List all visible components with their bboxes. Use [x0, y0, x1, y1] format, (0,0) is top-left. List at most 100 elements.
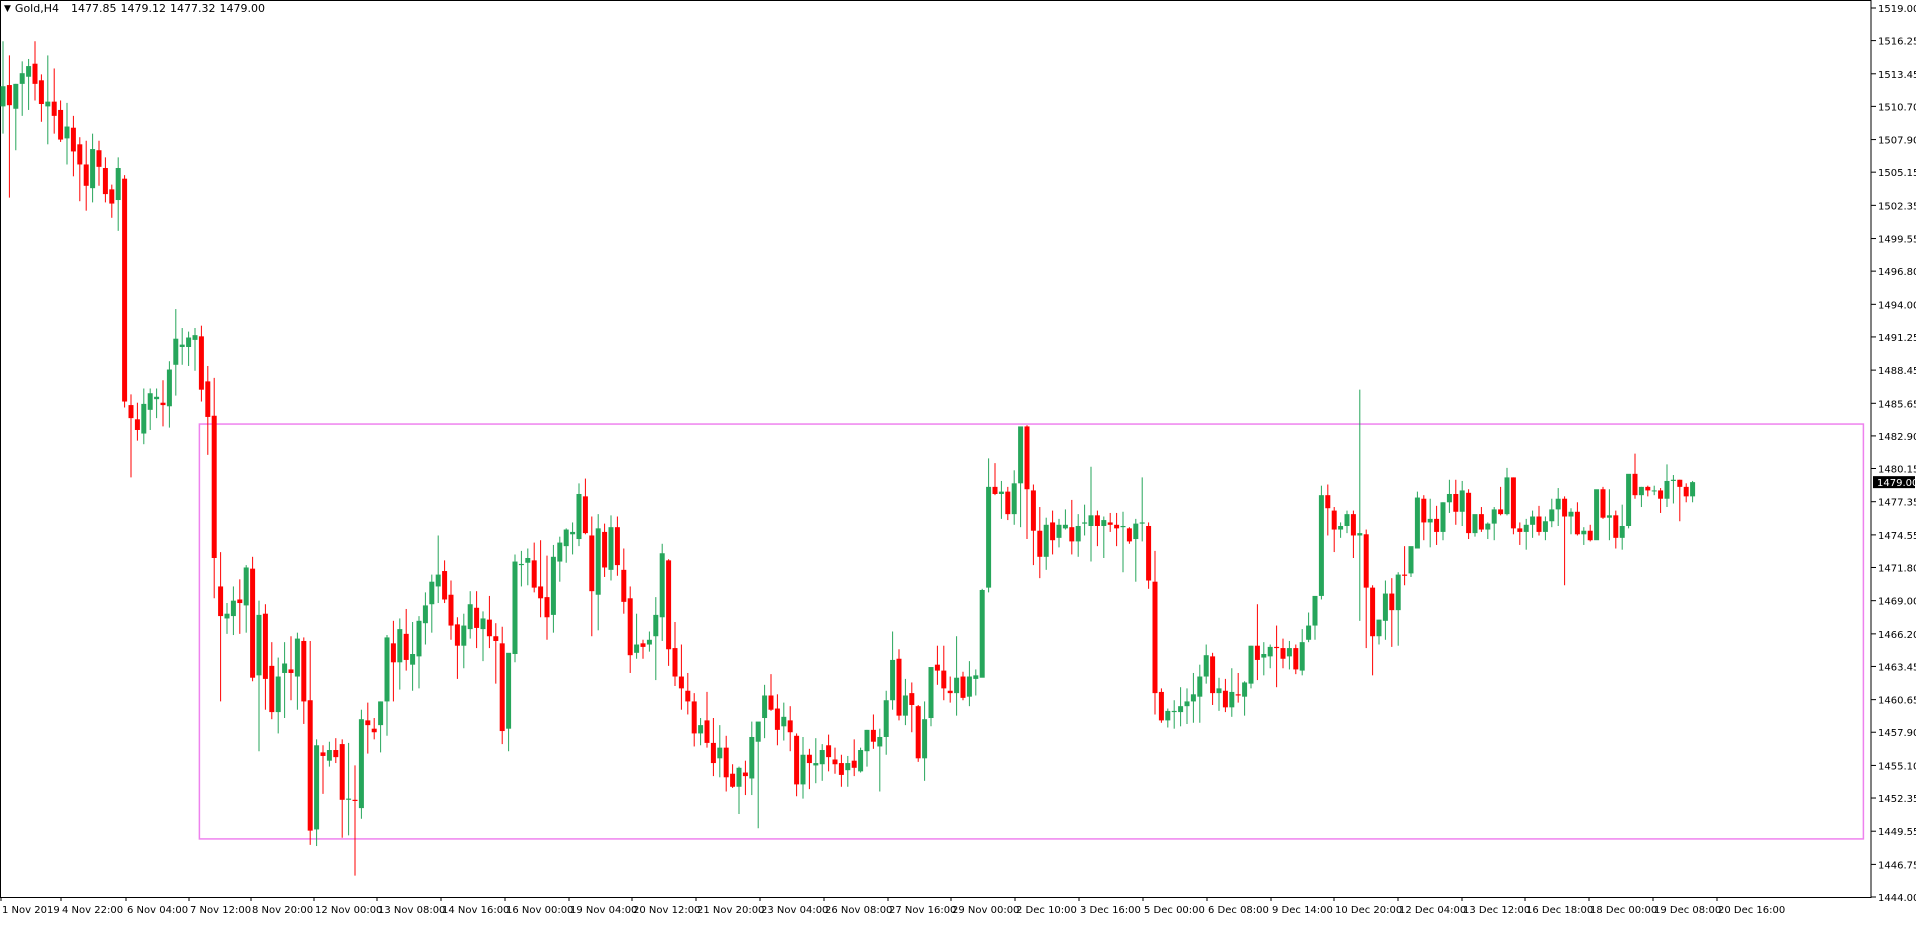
y-tick-label: 1505.15 [1878, 168, 1916, 179]
x-tick-label: 23 Nov 04:00 [761, 905, 828, 916]
candle-body [358, 719, 364, 809]
candle-body [1587, 530, 1593, 541]
candle-body [691, 701, 697, 734]
candle-body [550, 556, 556, 615]
candle-body [563, 529, 569, 547]
candle-body [1645, 486, 1651, 491]
chart-menu-triangle-icon[interactable]: ▼ [4, 3, 11, 14]
candle-body [1306, 625, 1312, 640]
candle-body [762, 695, 768, 719]
candle-body [128, 405, 134, 419]
low-value: 1477.32 [169, 2, 216, 15]
candle-body [966, 676, 972, 697]
candle-body [742, 772, 748, 777]
candle-body [595, 528, 601, 595]
candle-body [1069, 527, 1075, 542]
x-tick-label: 26 Nov 08:00 [825, 905, 892, 916]
candle-body [326, 750, 332, 761]
candle-body [1158, 691, 1164, 721]
candle-body [512, 561, 518, 655]
candle-body [947, 690, 953, 694]
candle-body [1331, 510, 1337, 530]
candle-body [646, 639, 652, 645]
candle-body [1062, 524, 1068, 529]
candle-body [781, 716, 787, 727]
candle-body [614, 527, 620, 566]
candle-body [1242, 682, 1248, 697]
candle-body [38, 80, 44, 105]
candle-body [518, 563, 524, 566]
candle-body [1050, 522, 1056, 541]
candle-body [1203, 655, 1209, 677]
candle-body [1382, 593, 1388, 621]
x-tick-label: 19 Dec 08:00 [1654, 905, 1721, 916]
high-value: 1479.12 [120, 2, 166, 15]
y-tick-label: 1469.00 [1878, 597, 1916, 608]
candle-body [896, 658, 902, 716]
candle-body [1146, 525, 1152, 581]
candle-body [640, 643, 646, 647]
candle-body [365, 720, 371, 726]
candle-body [403, 633, 409, 660]
y-tick-label: 1449.55 [1878, 827, 1916, 838]
candle-body [275, 676, 281, 713]
candle-body [160, 402, 166, 406]
candle-body [890, 659, 896, 701]
candle-body [877, 736, 883, 747]
candle-body [723, 747, 729, 778]
candle-body [294, 638, 300, 677]
candle-body [627, 598, 633, 656]
candle-body [307, 700, 313, 831]
y-tick-label: 1502.35 [1878, 201, 1916, 212]
candle-body [301, 640, 307, 702]
candle-body [218, 586, 224, 617]
candle-body [531, 560, 537, 588]
candle-body [333, 750, 339, 758]
candle-body [653, 614, 659, 637]
candle-body [538, 586, 544, 599]
candle-body [1510, 477, 1516, 529]
x-tick-label: 13 Dec 12:00 [1463, 905, 1530, 916]
candle-body [685, 690, 691, 702]
candle-body [883, 700, 889, 737]
y-tick-label: 1466.20 [1878, 630, 1916, 641]
candle-body [576, 493, 582, 540]
candle-body [819, 750, 825, 765]
open-value: 1477.85 [70, 2, 117, 15]
y-tick-label: 1516.25 [1878, 37, 1916, 48]
candle-body [704, 720, 710, 743]
candle-body [1101, 520, 1107, 526]
candle-body [1363, 534, 1369, 588]
candle-body [442, 571, 448, 600]
x-tick-label: 20 Dec 16:00 [1718, 905, 1785, 916]
candle-body [339, 744, 345, 800]
candle-body [390, 643, 396, 663]
candle-body [659, 553, 665, 618]
candle-body [64, 126, 70, 139]
candle-body [1434, 518, 1440, 532]
candle-body [1107, 522, 1113, 525]
candle-body [998, 491, 1004, 494]
candle-body [454, 624, 460, 646]
symbol-label: Gold,H4 [14, 2, 59, 15]
candle-body [493, 636, 499, 641]
x-tick-label: 6 Dec 08:00 [1208, 905, 1269, 916]
x-tick-label: 13 Nov 08:00 [378, 905, 445, 916]
candle-body [1235, 694, 1241, 696]
y-tick-label: 1463.45 [1878, 662, 1916, 673]
candle-body [115, 168, 121, 201]
candle-body [1274, 646, 1280, 649]
candle-body [1293, 648, 1299, 670]
candle-body [371, 728, 377, 733]
x-tick-label: 27 Nov 16:00 [889, 905, 956, 916]
candle-body [1082, 522, 1088, 524]
candle-body [435, 574, 441, 587]
candle-body [429, 581, 435, 605]
x-tick-label: 10 Dec 20:00 [1335, 905, 1402, 916]
candle-body [1402, 574, 1408, 576]
y-tick-label: 1474.55 [1878, 531, 1916, 542]
candle-body [1299, 642, 1305, 671]
y-tick-label: 1519.00 [1878, 4, 1916, 15]
